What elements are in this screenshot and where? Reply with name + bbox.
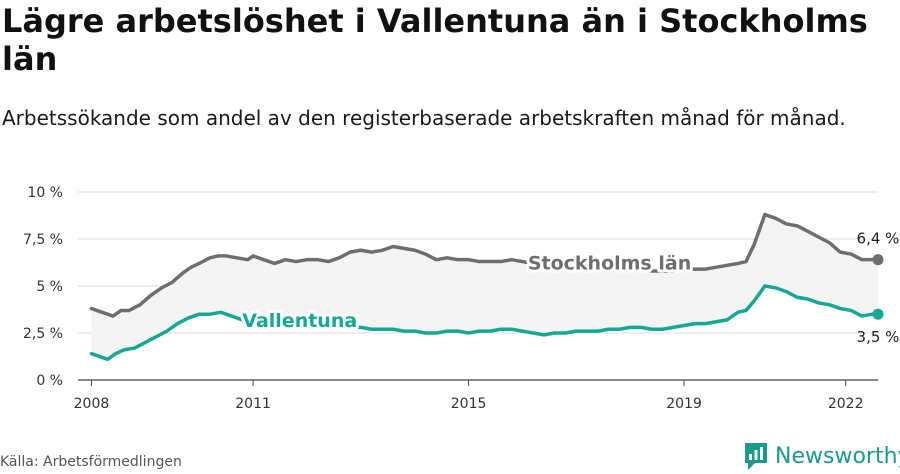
y-tick-label: 10 % bbox=[27, 185, 63, 201]
y-tick-label: 0 % bbox=[36, 373, 63, 389]
chart-subtitle: Arbetssökande som andel av den registerb… bbox=[2, 106, 846, 130]
end-dot-stockholm bbox=[872, 254, 884, 266]
x-tick-label: 2015 bbox=[451, 396, 487, 412]
end-dot-vallentuna bbox=[872, 308, 884, 320]
chart-title: Lägre arbetslöshet i Vallentuna än i Sto… bbox=[2, 2, 868, 78]
brand-name: Newsworthy bbox=[775, 443, 900, 469]
series-lines bbox=[89, 212, 880, 362]
x-tick-label: 2022 bbox=[828, 396, 864, 412]
y-tick-label: 5 % bbox=[36, 279, 63, 295]
series-label-vallentuna: Vallentuna bbox=[242, 310, 357, 332]
end-value-vallentuna: 3,5 % bbox=[857, 328, 900, 346]
series-line-stockholm bbox=[89, 212, 880, 318]
difference-band-area bbox=[91, 214, 878, 360]
brand-logo: Newsworthy bbox=[743, 440, 900, 472]
y-tick-label: 2,5 % bbox=[23, 326, 63, 342]
series-labels: Stockholms län Vallentuna 6,4 % 3,5 % bbox=[239, 230, 900, 347]
axes: 0 % 2,5 % 5 % 7,5 % 10 % 2008 2011 2015 2019 2022 bbox=[23, 185, 864, 412]
end-value-stockholm: 6,4 % bbox=[857, 230, 900, 248]
source-note: Källa: Arbetsförmedlingen bbox=[0, 454, 182, 470]
newsworthy-icon bbox=[745, 443, 767, 470]
series-line-vallentuna bbox=[89, 284, 880, 362]
x-tick-label: 2008 bbox=[74, 396, 110, 412]
y-tick-label: 7,5 % bbox=[23, 232, 63, 248]
x-tick-label: 2011 bbox=[235, 396, 271, 412]
series-label-stockholm: Stockholms län bbox=[528, 253, 691, 275]
x-tick-label: 2019 bbox=[666, 396, 702, 412]
difference-band bbox=[91, 214, 878, 360]
